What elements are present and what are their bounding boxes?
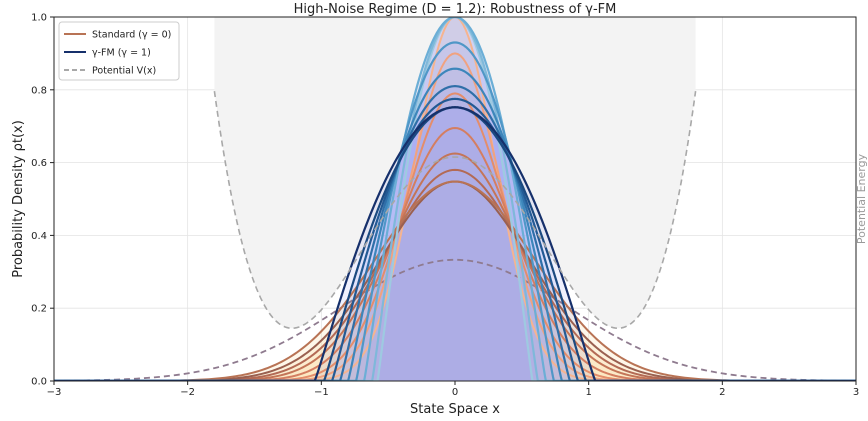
standard-fill: [54, 17, 856, 381]
standard-fill: [54, 93, 856, 381]
x-tick-label: 0: [452, 387, 458, 398]
standard-fill: [54, 128, 856, 381]
y-tick-label: 0.4: [31, 231, 47, 242]
fm-fill: [364, 17, 546, 381]
y-tick-label: 0.8: [31, 85, 47, 96]
x-tick-label: −3: [47, 387, 62, 398]
fm-series-line: [54, 106, 856, 381]
potential-curve: [213, 90, 697, 330]
standard-fill: [54, 153, 856, 381]
y-axis-label: Probability Density ρt(x): [11, 120, 26, 278]
legend-label: γ-FM (γ = 1): [92, 48, 151, 59]
standard-fill: [54, 169, 856, 381]
legend: Standard (γ = 0) γ-FM (γ = 1) Potential V(…: [58, 21, 180, 81]
y-tick-label: 0.6: [31, 158, 47, 169]
standard-fill: [54, 53, 856, 381]
fm-fill: [377, 17, 533, 381]
legend-box: [58, 21, 180, 81]
fm-fill: [340, 86, 570, 381]
fm-series-line: [54, 97, 856, 381]
x-tick-label: 2: [719, 387, 725, 398]
legend-label: Standard (γ = 0): [92, 30, 171, 41]
legend-label: Potential V(x): [92, 66, 156, 77]
x-tick-label: 3: [853, 387, 859, 398]
chart-title: High-Noise Regime (D = 1.2): Robustness …: [294, 2, 617, 17]
x-tick-label: 1: [585, 387, 591, 398]
standard-fill: [54, 181, 856, 381]
y-ticks: 0.0 0.2 0.4 0.6 0.8 1.0: [31, 13, 54, 388]
chart-marks: [54, 17, 856, 381]
fm-fill: [372, 17, 538, 381]
potential-shading: [214, 17, 696, 329]
fm-fill: [332, 98, 578, 381]
right-axis-label: Potential Energy: [855, 153, 868, 244]
y-tick-label: 1.0: [31, 13, 47, 24]
x-ticks: −3 −2 −1 0 1 2 3: [47, 381, 859, 398]
fm-fill: [324, 107, 586, 381]
fm-fill: [348, 68, 562, 381]
standard-series-line: [54, 52, 856, 381]
fm-fill: [314, 107, 596, 381]
y-tick-label: 0.2: [31, 304, 47, 315]
x-tick-label: −2: [180, 387, 195, 398]
standard-series-line: [54, 92, 856, 381]
x-tick-label: −1: [314, 387, 329, 398]
y-tick-label: 0.0: [31, 377, 47, 388]
x-axis-label: State Space x: [410, 402, 500, 417]
fm-fill: [356, 42, 554, 381]
standard-fill: [54, 181, 856, 381]
fm-series-line: [54, 67, 856, 381]
stationary-curve: [54, 258, 856, 381]
fm-series-line: [54, 85, 856, 381]
